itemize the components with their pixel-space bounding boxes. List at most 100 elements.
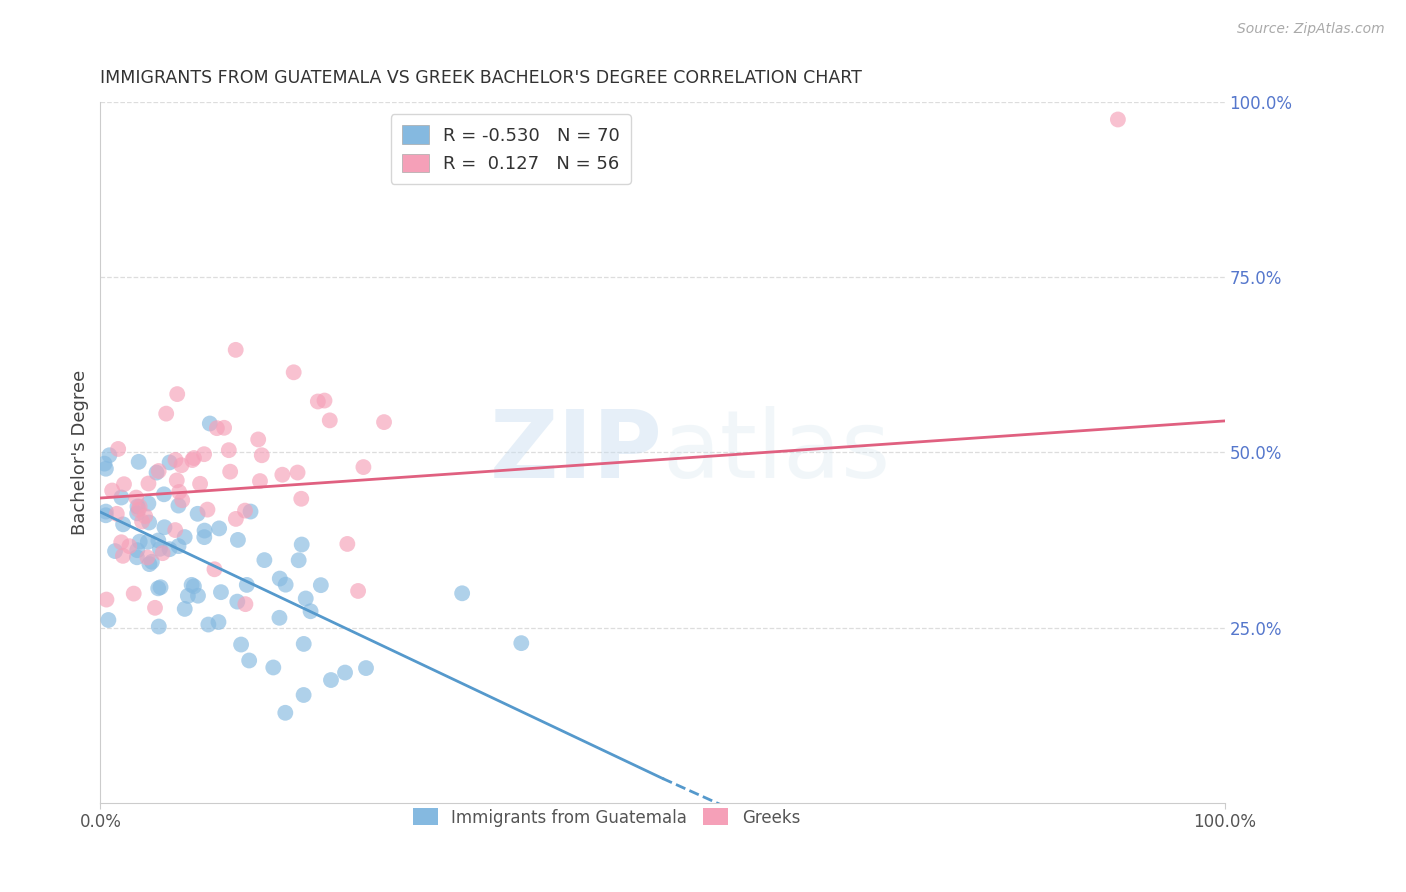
Point bbox=[247, 433, 270, 447]
Point bbox=[207, 615, 229, 629]
Point bbox=[94, 505, 117, 519]
Point bbox=[94, 508, 117, 523]
Point bbox=[236, 578, 259, 592]
Point bbox=[292, 688, 315, 702]
Point bbox=[165, 453, 187, 467]
Point bbox=[128, 534, 150, 549]
Point bbox=[127, 506, 149, 520]
Point bbox=[148, 464, 170, 478]
Point bbox=[148, 533, 170, 548]
Point bbox=[173, 602, 195, 616]
Point bbox=[166, 387, 188, 401]
Point bbox=[347, 584, 370, 599]
Point bbox=[128, 500, 150, 514]
Point bbox=[152, 546, 174, 560]
Point bbox=[167, 485, 190, 500]
Point bbox=[269, 572, 291, 586]
Text: ZIP: ZIP bbox=[489, 407, 662, 499]
Point bbox=[198, 417, 221, 431]
Point bbox=[148, 619, 170, 633]
Point bbox=[193, 530, 215, 544]
Point bbox=[188, 476, 211, 491]
Point bbox=[319, 673, 342, 687]
Point bbox=[225, 512, 247, 526]
Point bbox=[354, 661, 377, 675]
Point bbox=[238, 653, 260, 667]
Point bbox=[181, 453, 204, 467]
Point bbox=[118, 539, 141, 553]
Point bbox=[204, 562, 226, 576]
Text: Source: ZipAtlas.com: Source: ZipAtlas.com bbox=[1237, 22, 1385, 37]
Point bbox=[98, 448, 121, 462]
Point bbox=[131, 515, 153, 529]
Point bbox=[187, 507, 209, 521]
Point bbox=[193, 447, 215, 461]
Point bbox=[128, 455, 150, 469]
Point bbox=[235, 597, 257, 611]
Point bbox=[294, 591, 316, 606]
Point bbox=[155, 407, 177, 421]
Point bbox=[138, 496, 160, 510]
Point bbox=[262, 660, 284, 674]
Point bbox=[159, 455, 181, 469]
Point bbox=[291, 537, 314, 551]
Point bbox=[138, 476, 160, 491]
Point bbox=[96, 592, 118, 607]
Point bbox=[249, 474, 271, 488]
Point bbox=[183, 579, 205, 593]
Point bbox=[141, 555, 163, 569]
Point bbox=[93, 457, 115, 471]
Point bbox=[138, 557, 160, 571]
Point bbox=[128, 502, 150, 516]
Point bbox=[127, 500, 149, 514]
Point bbox=[283, 365, 305, 379]
Point bbox=[333, 665, 356, 680]
Point bbox=[208, 521, 231, 535]
Point bbox=[111, 549, 134, 563]
Point bbox=[373, 415, 395, 429]
Point bbox=[229, 638, 252, 652]
Point bbox=[271, 467, 294, 482]
Point bbox=[167, 499, 190, 513]
Point bbox=[125, 550, 148, 565]
Point bbox=[1107, 112, 1129, 127]
Point bbox=[94, 461, 117, 475]
Point bbox=[292, 637, 315, 651]
Point bbox=[218, 443, 240, 458]
Point bbox=[226, 594, 249, 608]
Point bbox=[269, 611, 291, 625]
Point bbox=[101, 483, 124, 498]
Point bbox=[253, 553, 276, 567]
Point bbox=[167, 539, 190, 553]
Point bbox=[153, 487, 176, 501]
Point bbox=[274, 706, 297, 720]
Point bbox=[143, 600, 166, 615]
Point bbox=[299, 604, 322, 618]
Point bbox=[112, 477, 135, 491]
Point bbox=[352, 460, 374, 475]
Point bbox=[136, 534, 159, 549]
Point bbox=[197, 502, 219, 516]
Point bbox=[250, 448, 273, 462]
Point bbox=[239, 504, 262, 518]
Point bbox=[112, 517, 135, 532]
Point bbox=[148, 582, 170, 596]
Point bbox=[97, 613, 120, 627]
Point bbox=[127, 543, 149, 558]
Point bbox=[309, 578, 332, 592]
Point bbox=[212, 421, 235, 435]
Point bbox=[136, 550, 159, 565]
Point bbox=[307, 394, 329, 409]
Point bbox=[110, 491, 132, 505]
Point bbox=[314, 393, 336, 408]
Point bbox=[205, 421, 228, 435]
Point bbox=[177, 589, 200, 603]
Point bbox=[122, 586, 145, 600]
Point bbox=[219, 465, 242, 479]
Point bbox=[138, 516, 160, 530]
Point bbox=[225, 343, 247, 357]
Legend: Immigrants from Guatemala, Greeks: Immigrants from Guatemala, Greeks bbox=[406, 802, 807, 833]
Point bbox=[149, 541, 172, 556]
Point bbox=[193, 524, 215, 538]
Point bbox=[233, 503, 256, 517]
